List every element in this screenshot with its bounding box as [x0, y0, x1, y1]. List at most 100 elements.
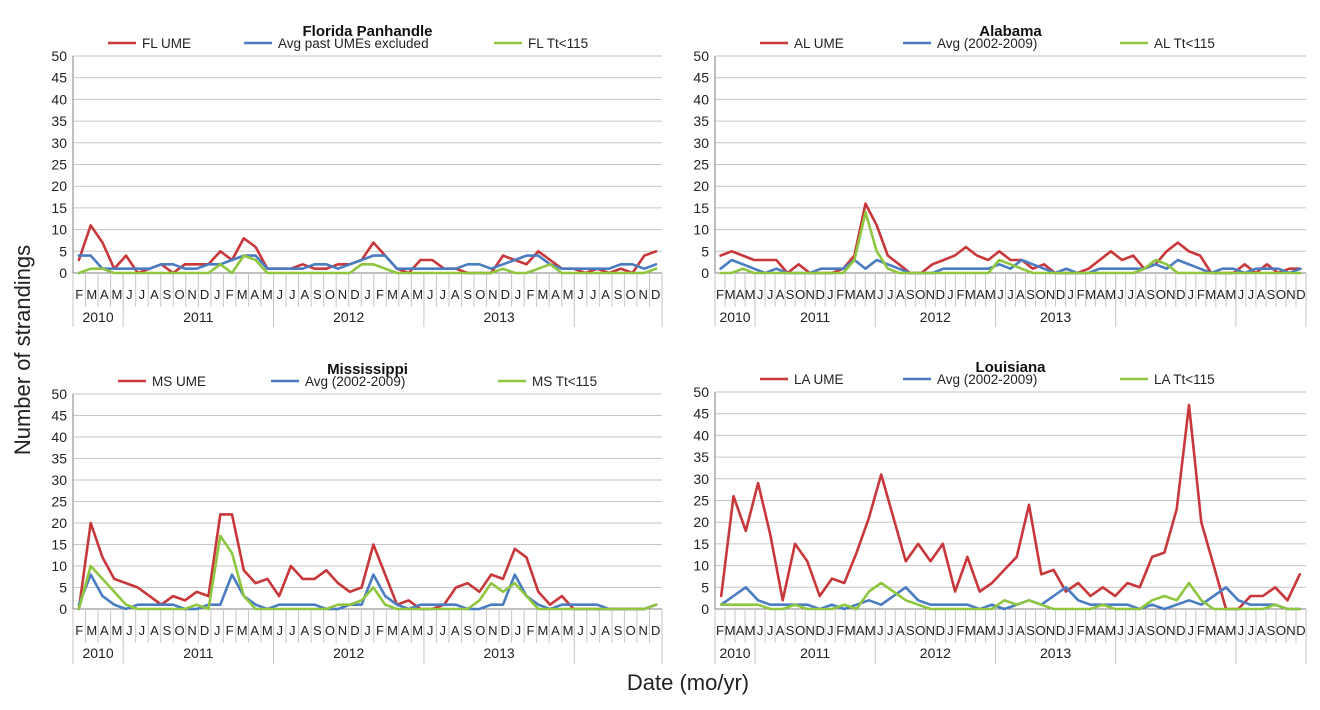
month-label: F: [1197, 287, 1205, 302]
month-label: S: [163, 623, 172, 638]
month-label: S: [614, 623, 623, 638]
series-line-al-tt-115: [719, 210, 1302, 275]
month-label: A: [301, 287, 310, 302]
legend-label: FL UME: [142, 36, 191, 51]
legend-label: Avg (2002-2009): [937, 372, 1037, 387]
month-label: J: [1117, 287, 1124, 302]
month-label: S: [614, 287, 623, 302]
y-tick-label: 5: [59, 243, 67, 259]
month-label: J: [1248, 623, 1255, 638]
month-label: A: [250, 287, 259, 302]
month-label: S: [463, 287, 472, 302]
month-label: J: [364, 287, 371, 302]
month-label: D: [501, 623, 510, 638]
month-label: A: [1257, 287, 1266, 302]
y-tick-label: 10: [51, 222, 67, 238]
month-label: S: [906, 623, 915, 638]
month-label: J: [997, 287, 1004, 302]
month-label: O: [325, 623, 335, 638]
month-label: N: [488, 623, 497, 638]
month-label: M: [262, 623, 273, 638]
series-line-la-ume: [719, 403, 1302, 611]
month-label: S: [1267, 623, 1276, 638]
month-label: D: [651, 623, 660, 638]
month-label: J: [767, 623, 774, 638]
month-label: N: [187, 287, 196, 302]
month-label: S: [786, 287, 795, 302]
month-label: J: [214, 287, 221, 302]
y-tick-label: 20: [51, 178, 67, 194]
month-label: J: [277, 287, 284, 302]
month-label: D: [1296, 287, 1305, 302]
y-tick-label: 45: [693, 70, 709, 86]
month-label: J: [1238, 287, 1245, 302]
month-label: A: [451, 287, 460, 302]
y-axis-label: Number of strandings: [10, 245, 35, 455]
month-label: M: [845, 287, 856, 302]
month-label: J: [1248, 287, 1255, 302]
month-label: N: [1166, 623, 1175, 638]
month-label: O: [174, 287, 184, 302]
year-label: 2011: [183, 309, 213, 325]
month-label: M: [1205, 623, 1216, 638]
legend-label: MS Tt<115: [532, 374, 597, 389]
month-label: M: [745, 623, 756, 638]
month-label: J: [767, 287, 774, 302]
month-label: A: [1096, 287, 1105, 302]
month-label: D: [350, 623, 359, 638]
month-label: M: [965, 623, 976, 638]
month-label: M: [538, 287, 549, 302]
y-tick-label: 35: [693, 449, 709, 465]
y-tick-label: 15: [51, 537, 67, 553]
y-tick-label: 40: [51, 429, 67, 445]
month-label: A: [150, 287, 159, 302]
series-line-avg-2002-2009-: [77, 573, 658, 611]
month-label: A: [100, 623, 109, 638]
month-label: M: [1105, 287, 1116, 302]
series-line-fl-tt-115: [77, 254, 658, 275]
year-label: 2013: [1040, 645, 1071, 661]
month-label: N: [1286, 623, 1295, 638]
month-label: M: [965, 287, 976, 302]
month-label: O: [795, 287, 805, 302]
month-label: A: [1257, 623, 1266, 638]
month-label: J: [289, 623, 296, 638]
month-label: F: [956, 287, 964, 302]
series-line-ms-tt-115: [77, 534, 658, 611]
year-label: 2013: [484, 309, 515, 325]
series-line-avg-2002-2009-: [719, 258, 1302, 275]
month-label: S: [1026, 623, 1035, 638]
month-label: O: [915, 623, 925, 638]
legend-label: LA UME: [794, 372, 844, 387]
month-label: N: [1046, 623, 1055, 638]
year-label: 2012: [920, 645, 951, 661]
y-tick-label: 10: [693, 558, 709, 574]
month-label: N: [338, 623, 347, 638]
month-label: J: [439, 623, 446, 638]
month-label: J: [590, 623, 597, 638]
month-label: J: [577, 623, 584, 638]
y-tick-label: 5: [701, 579, 709, 595]
y-tick-label: 30: [51, 472, 67, 488]
month-label: M: [865, 623, 876, 638]
month-label: A: [401, 287, 410, 302]
month-label: A: [1016, 287, 1025, 302]
month-label: O: [475, 623, 485, 638]
month-label: F: [836, 287, 844, 302]
month-label: M: [237, 623, 248, 638]
series-line-al-ume: [719, 202, 1302, 275]
month-label: J: [877, 287, 884, 302]
month-label: A: [1096, 623, 1105, 638]
month-label: M: [1085, 287, 1096, 302]
month-label: F: [1077, 623, 1085, 638]
month-label: J: [1067, 623, 1074, 638]
chart-title: Louisiana: [975, 359, 1046, 376]
month-label: J: [827, 623, 834, 638]
y-tick-label: 45: [693, 406, 709, 422]
month-label: N: [805, 623, 814, 638]
month-label: N: [639, 623, 648, 638]
month-label: J: [877, 623, 884, 638]
month-label: S: [1267, 287, 1276, 302]
